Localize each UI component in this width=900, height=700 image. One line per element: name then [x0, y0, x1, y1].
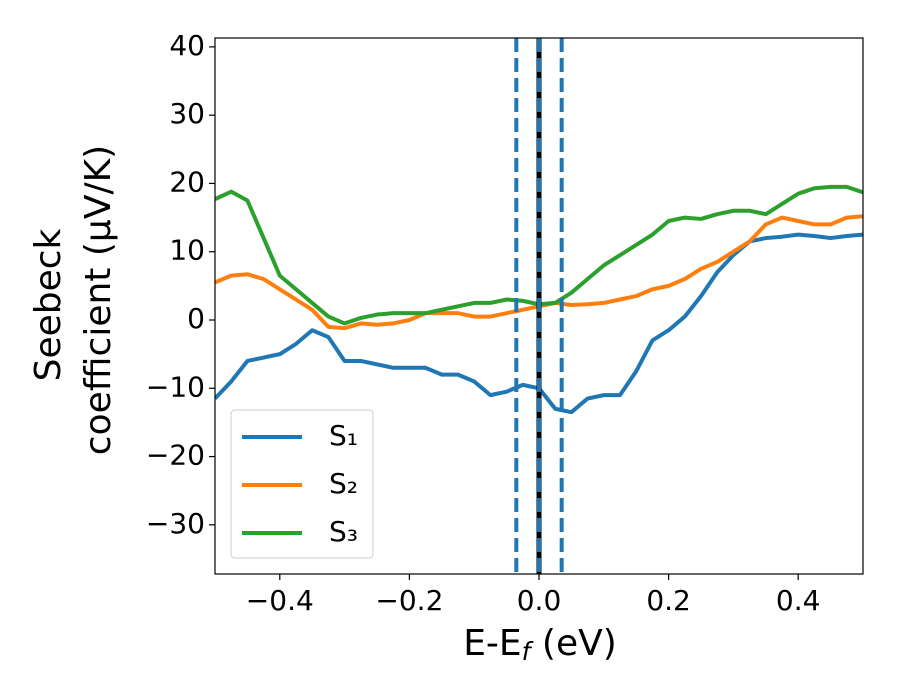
x-tick-label: 0.2 [646, 584, 691, 617]
x-label-part: E-E [463, 623, 521, 664]
x-tick-label: 0.4 [776, 584, 821, 617]
y-tick-label: −20 [146, 439, 205, 472]
y-tick-label: 0 [187, 302, 205, 335]
x-label-part: (eV) [530, 623, 616, 664]
y-tick-label: 10 [169, 234, 205, 267]
x-axis-label: E-Ef (eV) [463, 623, 617, 666]
legend-label: S₁ [329, 419, 358, 452]
x-tick-label: −0.2 [375, 584, 443, 617]
y-tick-label: 20 [169, 165, 205, 198]
y-tick-label: −10 [146, 370, 205, 403]
y-axis-label: coefficient (μV/K) [78, 145, 119, 455]
legend-label: S₃ [329, 515, 358, 548]
y-tick-label: −30 [146, 507, 205, 540]
y-tick-label: 40 [169, 29, 205, 62]
x-tick-label: 0.0 [517, 584, 562, 617]
y-axis-label: Seebeck [28, 228, 69, 381]
legend-label: S₂ [329, 467, 358, 500]
y-tick-label: 30 [169, 97, 205, 130]
x-tick-label: −0.4 [246, 584, 314, 617]
series-group [215, 38, 863, 574]
